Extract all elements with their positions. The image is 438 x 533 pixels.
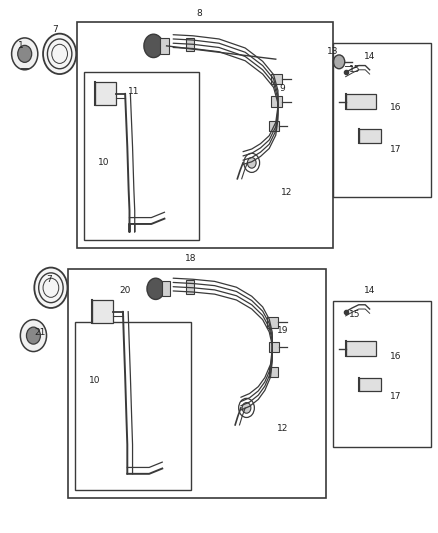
Circle shape: [333, 55, 345, 69]
Bar: [186, 280, 194, 294]
Bar: [272, 74, 283, 84]
Bar: [68, 269, 326, 498]
Text: 1: 1: [18, 42, 23, 51]
Text: 10: 10: [98, 158, 109, 167]
Bar: [84, 72, 199, 240]
Circle shape: [20, 320, 46, 352]
Text: 12: 12: [281, 188, 292, 197]
Bar: [269, 367, 279, 376]
Circle shape: [242, 402, 251, 413]
Bar: [269, 122, 279, 131]
Text: 14: 14: [364, 286, 375, 295]
Circle shape: [18, 45, 32, 62]
Text: 11: 11: [128, 86, 140, 95]
Bar: [162, 281, 170, 296]
Text: 12: 12: [277, 424, 288, 433]
Circle shape: [43, 278, 59, 297]
Text: 17: 17: [390, 145, 402, 154]
Text: 20: 20: [120, 286, 131, 295]
Bar: [332, 301, 431, 447]
Text: 16: 16: [390, 102, 402, 111]
Text: 18: 18: [185, 254, 196, 263]
Bar: [95, 82, 116, 106]
Text: 21: 21: [34, 328, 46, 337]
Bar: [346, 342, 376, 357]
Bar: [272, 96, 283, 107]
Circle shape: [247, 158, 256, 168]
Text: 7: 7: [46, 275, 52, 284]
Text: 13: 13: [327, 47, 338, 55]
Bar: [92, 300, 113, 324]
Bar: [267, 317, 278, 328]
Circle shape: [34, 268, 67, 308]
Circle shape: [12, 38, 38, 70]
Bar: [160, 38, 169, 54]
Text: 10: 10: [89, 376, 100, 385]
Bar: [186, 38, 194, 51]
Text: 8: 8: [197, 10, 202, 19]
Bar: [269, 342, 279, 352]
Circle shape: [144, 34, 163, 58]
Text: 16: 16: [390, 352, 402, 361]
Text: 15: 15: [349, 66, 360, 74]
Bar: [332, 43, 431, 197]
Circle shape: [26, 327, 40, 344]
Bar: [77, 22, 332, 248]
Bar: [346, 94, 376, 109]
Text: 7: 7: [53, 26, 58, 35]
Text: 15: 15: [349, 310, 360, 319]
Bar: [75, 322, 191, 490]
Text: 19: 19: [276, 326, 288, 335]
Circle shape: [43, 34, 76, 74]
Circle shape: [52, 44, 67, 63]
Text: 9: 9: [279, 84, 285, 93]
Text: 17: 17: [390, 392, 402, 401]
Bar: [359, 130, 381, 143]
Bar: [359, 377, 381, 391]
Text: 14: 14: [364, 52, 375, 61]
Circle shape: [147, 278, 164, 300]
